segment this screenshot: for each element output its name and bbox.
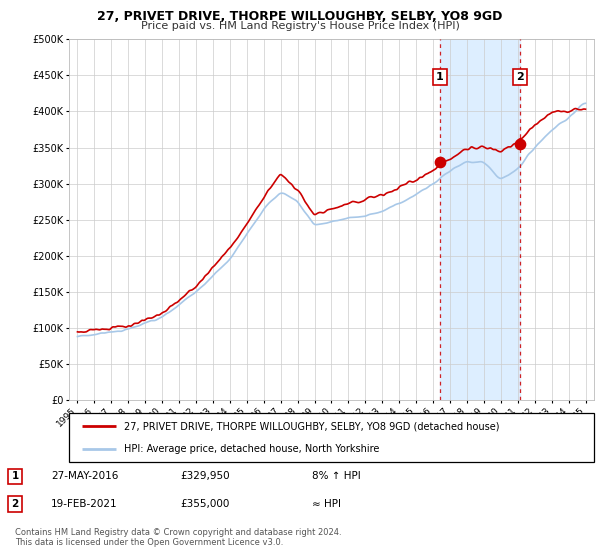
Text: £329,950: £329,950 [180,472,230,482]
Text: 27, PRIVET DRIVE, THORPE WILLOUGHBY, SELBY, YO8 9GD (detached house): 27, PRIVET DRIVE, THORPE WILLOUGHBY, SEL… [124,421,500,431]
Point [435,157,445,166]
Text: ≈ HPI: ≈ HPI [312,500,341,509]
Text: Price paid vs. HM Land Registry's House Price Index (HPI): Price paid vs. HM Land Registry's House … [140,21,460,31]
Text: 8% ↑ HPI: 8% ↑ HPI [312,472,361,482]
Text: 2: 2 [516,72,524,82]
Text: 1: 1 [436,72,444,82]
Text: 27, PRIVET DRIVE, THORPE WILLOUGHBY, SELBY, YO8 9GD: 27, PRIVET DRIVE, THORPE WILLOUGHBY, SEL… [97,10,503,23]
Bar [440,39,520,400]
Text: 27-MAY-2016: 27-MAY-2016 [51,472,118,482]
Text: 2: 2 [11,500,19,509]
FancyBboxPatch shape [69,413,594,462]
Point [515,139,525,148]
Text: Contains HM Land Registry data © Crown copyright and database right 2024.
This d: Contains HM Land Registry data © Crown c… [15,528,341,548]
Text: 1: 1 [11,472,19,482]
Text: £355,000: £355,000 [180,500,229,509]
Text: 19-FEB-2021: 19-FEB-2021 [51,500,118,509]
Text: HPI: Average price, detached house, North Yorkshire: HPI: Average price, detached house, Nort… [124,444,380,454]
